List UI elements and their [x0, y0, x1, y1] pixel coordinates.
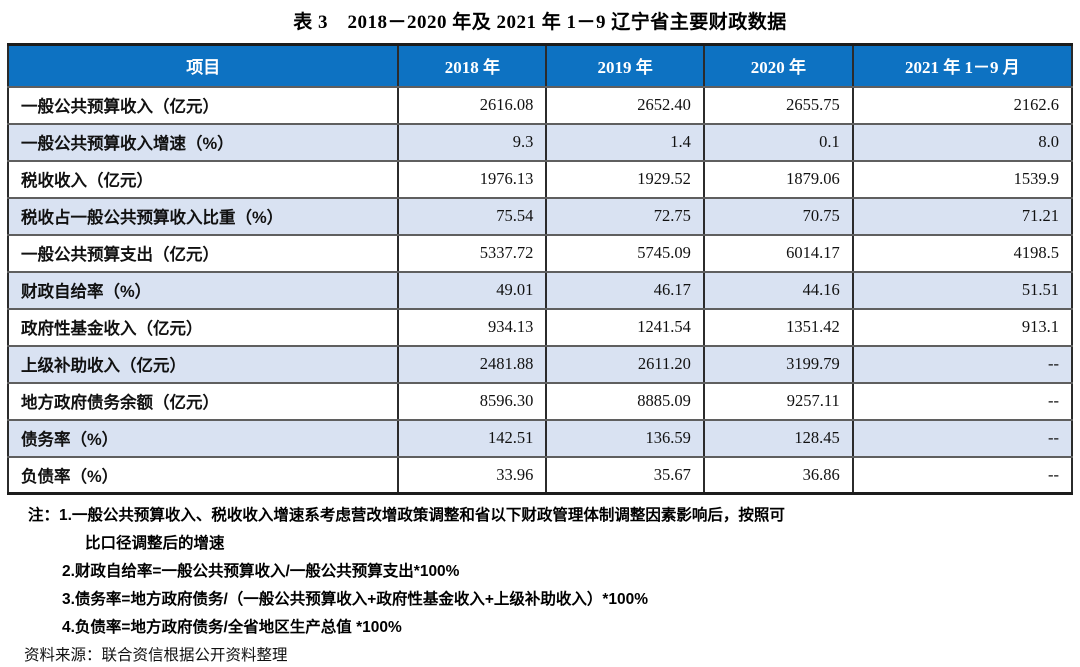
- table-row: 负债率（%） 33.96 35.67 36.86 --: [6, 455, 1074, 495]
- column-header-1: 2018 年: [397, 43, 548, 88]
- table-row: 上级补助收入（亿元） 2481.88 2611.20 3199.79 --: [6, 344, 1074, 384]
- table-row: 税收收入（亿元） 1976.13 1929.52 1879.06 1539.9: [6, 159, 1074, 199]
- table-row: 一般公共预算收入增速（%） 9.3 1.4 0.1 8.0: [6, 122, 1074, 162]
- table-notes: 注：1.一般公共预算收入、税收收入增速系考虑营改增政策调整和省以下财政管理体制调…: [0, 502, 1080, 642]
- cell-value: 8596.30: [397, 381, 548, 421]
- table-row: 税收占一般公共预算收入比重（%） 75.54 72.75 70.75 71.21: [6, 196, 1074, 236]
- row-label: 一般公共预算收入增速（%）: [6, 122, 400, 162]
- column-header-3: 2020 年: [702, 43, 854, 88]
- note-line-5: 4.负债率=地方政府债务/全省地区生产总值 *100%: [62, 619, 402, 636]
- cell-value: 1.4: [545, 122, 705, 162]
- table-title: 表 3 2018－2020 年及 2021 年 1－9 辽宁省主要财政数据: [293, 12, 787, 33]
- cell-value: 128.45: [702, 418, 854, 458]
- row-label: 上级补助收入（亿元）: [6, 344, 400, 384]
- cell-value: --: [851, 455, 1074, 495]
- cell-value: 33.96: [397, 455, 548, 495]
- cell-value: 3199.79: [702, 344, 854, 384]
- cell-value: 913.1: [851, 307, 1074, 347]
- cell-value: 36.86: [702, 455, 854, 495]
- cell-value: 5745.09: [545, 233, 705, 273]
- cell-value: 8885.09: [545, 381, 705, 421]
- table-row: 债务率（%） 142.51 136.59 128.45 --: [6, 418, 1074, 458]
- cell-value: 8.0: [851, 122, 1074, 162]
- cell-value: 6014.17: [702, 233, 854, 273]
- cell-value: 2162.6: [851, 85, 1074, 125]
- cell-value: 44.16: [702, 270, 854, 310]
- note-line-2: 比口径调整后的增速: [85, 535, 225, 552]
- cell-value: 49.01: [397, 270, 548, 310]
- column-header-0: 项目: [6, 43, 400, 88]
- row-label: 税收收入（亿元）: [6, 159, 400, 199]
- row-label: 一般公共预算支出（亿元）: [6, 233, 400, 273]
- cell-value: 2611.20: [545, 344, 705, 384]
- note-line-3: 2.财政自给率=一般公共预算收入/一般公共预算支出*100%: [62, 563, 460, 580]
- cell-value: 1929.52: [545, 159, 705, 199]
- row-label: 政府性基金收入（亿元）: [6, 307, 400, 347]
- cell-value: 934.13: [397, 307, 548, 347]
- cell-value: 1539.9: [851, 159, 1074, 199]
- row-label: 地方政府债务余额（亿元）: [6, 381, 400, 421]
- cell-value: 1879.06: [702, 159, 854, 199]
- cell-value: 0.1: [702, 122, 854, 162]
- cell-value: 2655.75: [702, 85, 854, 125]
- cell-value: 2481.88: [397, 344, 548, 384]
- cell-value: 2616.08: [397, 85, 548, 125]
- cell-value: 4198.5: [851, 233, 1074, 273]
- row-label: 负债率（%）: [6, 455, 400, 495]
- cell-value: 5337.72: [397, 233, 548, 273]
- cell-value: 75.54: [397, 196, 548, 236]
- cell-value: --: [851, 381, 1074, 421]
- cell-value: 9257.11: [702, 381, 854, 421]
- cell-value: 1351.42: [702, 307, 854, 347]
- cell-value: 35.67: [545, 455, 705, 495]
- cell-value: 70.75: [702, 196, 854, 236]
- cell-value: 142.51: [397, 418, 548, 458]
- table-row: 财政自给率（%） 49.01 46.17 44.16 51.51: [6, 270, 1074, 310]
- cell-value: 46.17: [545, 270, 705, 310]
- cell-value: 2652.40: [545, 85, 705, 125]
- cell-value: 136.59: [545, 418, 705, 458]
- cell-value: 1241.54: [545, 307, 705, 347]
- row-label: 税收占一般公共预算收入比重（%）: [6, 196, 400, 236]
- column-header-4: 2021 年 1－9 月: [851, 43, 1074, 88]
- table-row: 地方政府债务余额（亿元） 8596.30 8885.09 9257.11 --: [6, 381, 1074, 421]
- note-line-4: 3.债务率=地方政府债务/（一般公共预算收入+政府性基金收入+上级补助收入）*1…: [62, 591, 649, 608]
- column-header-2: 2019 年: [545, 43, 705, 88]
- cell-value: 71.21: [851, 196, 1074, 236]
- cell-value: --: [851, 418, 1074, 458]
- cell-value: 51.51: [851, 270, 1074, 310]
- row-label: 债务率（%）: [6, 418, 400, 458]
- source-line: 资料来源：联合资信根据公开资料整理: [24, 647, 288, 664]
- table-row: 一般公共预算收入（亿元） 2616.08 2652.40 2655.75 2162.6: [6, 85, 1074, 125]
- row-label: 财政自给率（%）: [6, 270, 400, 310]
- table-row: 政府性基金收入（亿元） 934.13 1241.54 1351.42 913.1: [6, 307, 1074, 347]
- row-label: 一般公共预算收入（亿元）: [6, 85, 400, 125]
- cell-value: 9.3: [397, 122, 548, 162]
- cell-value: 1976.13: [397, 159, 548, 199]
- fiscal-data-table: 项目 2018 年 2019 年 2020 年 2021 年 1－9 月 一般公共预算收…: [6, 43, 1074, 495]
- cell-value: 72.75: [545, 196, 705, 236]
- note-line-1: 注：1.一般公共预算收入、税收收入增速系考虑营改增政策调整和省以下财政管理体制调…: [28, 507, 785, 524]
- table-header-row: 项目 2018 年 2019 年 2020 年 2021 年 1－9 月: [6, 43, 1074, 88]
- cell-value: --: [851, 344, 1074, 384]
- table-row: 一般公共预算支出（亿元） 5337.72 5745.09 6014.17 4198.5: [6, 233, 1074, 273]
